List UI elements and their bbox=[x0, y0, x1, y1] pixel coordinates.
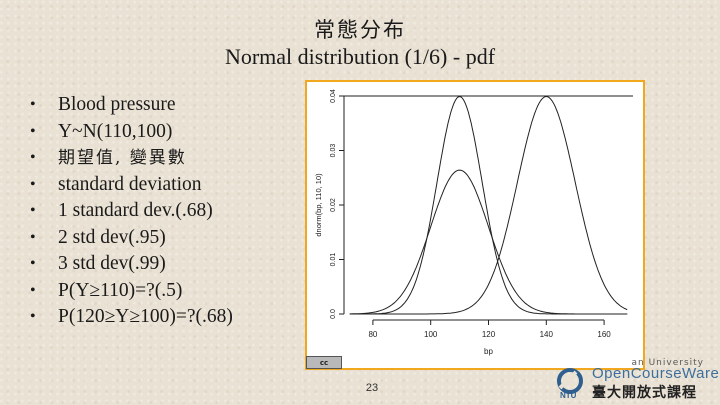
x-axis-label: bp bbox=[484, 347, 493, 356]
density-curve-2 bbox=[349, 95, 628, 315]
plot-svg: 80 100 120 140 160 0.0 0.01 0.02 0.03 0.04 bp dnorm… bbox=[314, 89, 633, 356]
bullet-item: • standard deviation bbox=[30, 172, 310, 199]
bullet-item: • Blood pressure bbox=[30, 92, 310, 119]
ocw-brand: OpenCourseWare bbox=[592, 365, 720, 382]
x-tick-label: 100 bbox=[424, 330, 438, 339]
bullet-item: • 期望值, 變異數 bbox=[30, 145, 310, 172]
ocw-logo[interactable]: NTU an University OpenCourseWare 臺大開放式課程 bbox=[556, 356, 720, 402]
bullet-icon: • bbox=[30, 228, 36, 246]
bullet-item: • 2 std dev(.95) bbox=[30, 225, 310, 252]
bullet-icon: • bbox=[30, 281, 36, 299]
y-axis-label: dnorm(bp, 110, 10) bbox=[314, 173, 323, 237]
bullet-item: • 1 standard dev.(.68) bbox=[30, 198, 310, 225]
ocw-university-text: an University bbox=[631, 358, 704, 368]
bullet-icon: • bbox=[30, 96, 36, 113]
density-curve-1 bbox=[349, 169, 628, 315]
svg-text:NTU: NTU bbox=[560, 391, 577, 400]
y-tick-label: 0.01 bbox=[330, 253, 337, 267]
bullet-icon: • bbox=[30, 122, 36, 140]
normal-pdf-plot: 80 100 120 140 160 0.0 0.01 0.02 0.03 0.04 bp dnorm… bbox=[305, 80, 645, 370]
x-tick-label: 80 bbox=[368, 330, 377, 339]
y-tick-label: 0.0 bbox=[330, 309, 337, 319]
y-tick-label: 0.04 bbox=[330, 89, 337, 103]
bullet-item: • Y~N(110,100) bbox=[30, 119, 310, 146]
y-tick-label: 0.03 bbox=[330, 144, 337, 158]
bullet-icon: • bbox=[30, 149, 36, 166]
x-tick-label: 140 bbox=[540, 330, 554, 339]
bullet-list: • Blood pressure • Y~N(110,100) • 期望值, 變異數 … bbox=[30, 92, 310, 331]
bullet-icon: • bbox=[30, 202, 36, 219]
density-curve-3 bbox=[349, 95, 628, 315]
bullet-item: • P(Y≥110)=?(.5) bbox=[30, 278, 310, 305]
y-tick-label: 0.02 bbox=[330, 198, 337, 212]
ntu-logo-icon: NTU bbox=[557, 368, 583, 400]
page-number: 23 bbox=[365, 382, 379, 394]
slide-title: Normal distribution (1/6) - pdf bbox=[224, 44, 496, 69]
bullet-icon: • bbox=[30, 308, 36, 325]
bullet-icon: • bbox=[30, 255, 36, 272]
x-tick-label: 160 bbox=[597, 330, 611, 339]
slide-title-chinese: 常態分布 bbox=[314, 18, 406, 42]
ocw-chinese-name: 臺大開放式課程 bbox=[592, 385, 697, 401]
cc-icon: cc bbox=[319, 358, 329, 367]
x-tick-label: 120 bbox=[482, 330, 496, 339]
bullet-item: • P(120≥Y≥100)=?(.68) bbox=[30, 304, 310, 331]
creative-commons-badge[interactable]: cc bbox=[306, 356, 342, 369]
bullet-item: • 3 std dev(.99) bbox=[30, 251, 310, 278]
bullet-icon: • bbox=[30, 175, 36, 193]
